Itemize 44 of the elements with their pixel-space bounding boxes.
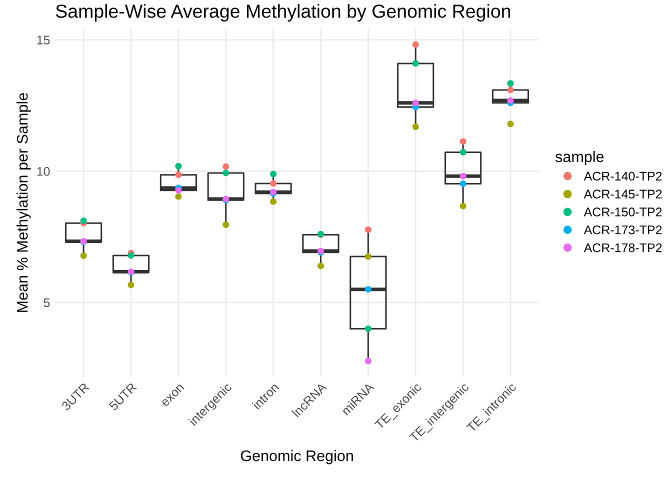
x-axis-title: Genomic Region: [240, 450, 353, 464]
legend-label: ACR-140-TP2: [584, 172, 662, 181]
point: [270, 198, 277, 205]
point: [175, 193, 182, 200]
y-tick-label: 5: [44, 298, 50, 308]
point: [364, 325, 372, 332]
point: [507, 120, 514, 128]
legend-label: ACR-173-TP2: [584, 225, 662, 234]
point: [460, 172, 466, 180]
point: [507, 86, 514, 94]
y-axis-title: Mean % Methylation per Sample: [16, 93, 31, 312]
point: [412, 124, 419, 130]
legend-label: ACR-178-TP2: [584, 243, 662, 252]
point: [175, 162, 182, 170]
y-tick-label: 10: [37, 166, 50, 176]
point: [412, 41, 419, 48]
point: [364, 286, 372, 293]
point: [128, 282, 134, 288]
point: [460, 148, 466, 156]
y-tick-label: 15: [37, 36, 50, 44]
point: [460, 138, 466, 145]
chart-title: Sample-Wise Average Methylation by Genomic Region: [56, 4, 510, 22]
point: [270, 170, 277, 178]
point: [222, 221, 230, 228]
point: [175, 172, 182, 178]
point: [364, 358, 372, 364]
point: [412, 60, 419, 67]
legend-label: ACR-145-TP2: [584, 190, 662, 198]
point: [317, 262, 324, 270]
point: [364, 253, 372, 260]
legend-label: ACR-150-TP2: [584, 208, 662, 216]
point: [270, 180, 277, 187]
point: [507, 80, 514, 87]
point: [128, 252, 134, 259]
point: [175, 187, 182, 194]
legend-title: sample: [555, 150, 604, 166]
point: [222, 170, 230, 176]
point: [80, 252, 87, 259]
point: [460, 202, 466, 210]
point: [364, 226, 372, 233]
point: [412, 100, 419, 106]
point: [222, 163, 230, 170]
point: [460, 180, 466, 188]
point: [507, 97, 514, 104]
